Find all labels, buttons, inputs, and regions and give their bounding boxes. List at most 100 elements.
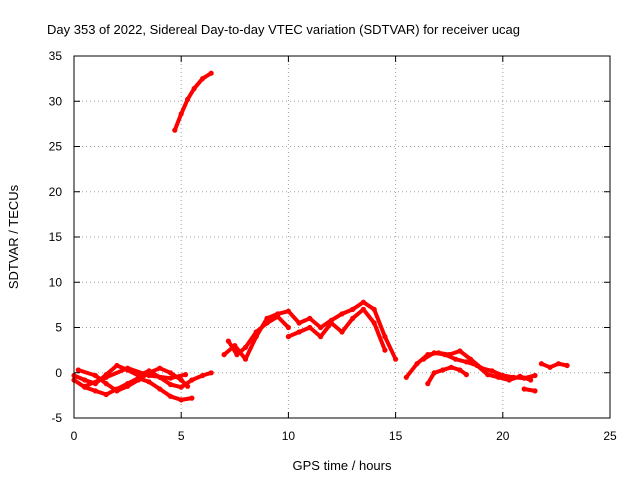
data-point xyxy=(167,370,174,376)
data-point xyxy=(200,76,206,82)
data-point xyxy=(189,395,195,401)
data-point xyxy=(178,111,184,117)
data-point xyxy=(457,367,463,373)
data-point xyxy=(457,348,463,354)
data-point xyxy=(82,383,88,389)
x-tick-label: 10 xyxy=(282,429,296,443)
data-point xyxy=(103,391,109,398)
x-tick-label: 0 xyxy=(71,429,78,443)
series-line-trace-6 xyxy=(222,300,398,362)
data-point xyxy=(442,352,448,358)
data-point xyxy=(242,344,249,350)
data-point xyxy=(178,384,184,390)
data-point xyxy=(125,383,131,389)
data-point xyxy=(285,334,291,340)
y-tick-label: -5 xyxy=(51,411,62,425)
data-point xyxy=(489,368,495,374)
x-tick-label: 5 xyxy=(178,429,185,443)
data-point xyxy=(371,306,377,312)
data-point xyxy=(167,375,174,381)
series-line-trace-7 xyxy=(286,307,387,353)
y-tick-label: 0 xyxy=(55,366,62,380)
series-group xyxy=(71,70,570,403)
data-point xyxy=(547,364,553,370)
data-point xyxy=(468,356,474,362)
data-point xyxy=(382,334,388,340)
y-axis-label: SDTVAR / TECUs xyxy=(6,184,21,289)
data-point xyxy=(103,381,109,387)
data-point xyxy=(506,377,512,383)
data-point xyxy=(103,374,109,380)
data-point xyxy=(564,362,570,369)
data-point xyxy=(463,372,469,378)
data-point xyxy=(453,356,459,362)
data-point xyxy=(253,329,259,335)
grid xyxy=(74,56,610,418)
data-point xyxy=(185,96,191,102)
data-point xyxy=(318,324,324,331)
data-point xyxy=(420,356,427,362)
data-point xyxy=(221,352,227,358)
data-point xyxy=(285,308,291,314)
y-tick-label: 35 xyxy=(49,49,63,63)
data-point xyxy=(167,393,174,399)
data-point xyxy=(318,334,324,340)
data-point xyxy=(264,320,270,326)
data-point xyxy=(114,388,120,394)
series-line-trace-13 xyxy=(539,361,570,370)
series-line-trace-5 xyxy=(172,71,214,133)
data-point xyxy=(296,320,302,326)
data-point xyxy=(189,377,195,383)
data-point xyxy=(555,361,562,367)
data-point xyxy=(167,381,174,388)
data-point xyxy=(431,350,437,356)
data-point xyxy=(485,372,491,378)
data-point xyxy=(532,372,538,379)
x-tick-label: 15 xyxy=(389,429,403,443)
data-point xyxy=(307,324,313,331)
data-point xyxy=(382,347,388,353)
data-point xyxy=(146,372,152,379)
data-point xyxy=(350,315,356,321)
data-point xyxy=(360,306,366,312)
data-point xyxy=(431,370,437,376)
data-point xyxy=(157,386,163,392)
data-point xyxy=(225,338,231,344)
data-point xyxy=(285,324,291,331)
data-point xyxy=(178,377,184,383)
y-tick-label: 5 xyxy=(55,321,62,335)
data-point xyxy=(82,377,88,383)
data-point xyxy=(521,386,527,392)
data-point xyxy=(360,299,366,305)
data-point xyxy=(135,377,141,383)
data-point xyxy=(328,320,334,326)
data-point xyxy=(495,374,502,380)
data-point xyxy=(371,320,377,326)
data-point xyxy=(75,367,81,373)
data-point xyxy=(234,352,240,358)
data-point xyxy=(528,377,534,383)
data-point xyxy=(307,315,313,321)
y-tick-label: 10 xyxy=(49,275,63,289)
data-point xyxy=(191,86,197,92)
y-tick-label: 30 xyxy=(49,94,63,108)
data-point xyxy=(414,361,420,367)
data-point xyxy=(185,383,191,389)
y-tick-label: 25 xyxy=(49,140,63,154)
data-point xyxy=(403,374,409,380)
data-point xyxy=(172,127,178,133)
data-point xyxy=(200,372,206,379)
data-point xyxy=(114,362,120,369)
x-axis-label: GPS time / hours xyxy=(293,458,392,473)
data-point xyxy=(157,365,163,371)
data-point xyxy=(339,311,345,317)
data-point xyxy=(532,388,538,394)
data-point xyxy=(517,373,523,379)
data-point xyxy=(182,372,189,378)
data-point xyxy=(339,329,345,335)
data-point xyxy=(92,372,98,379)
x-tick-label: 20 xyxy=(496,429,510,443)
data-point xyxy=(264,315,270,321)
data-point xyxy=(178,397,184,403)
